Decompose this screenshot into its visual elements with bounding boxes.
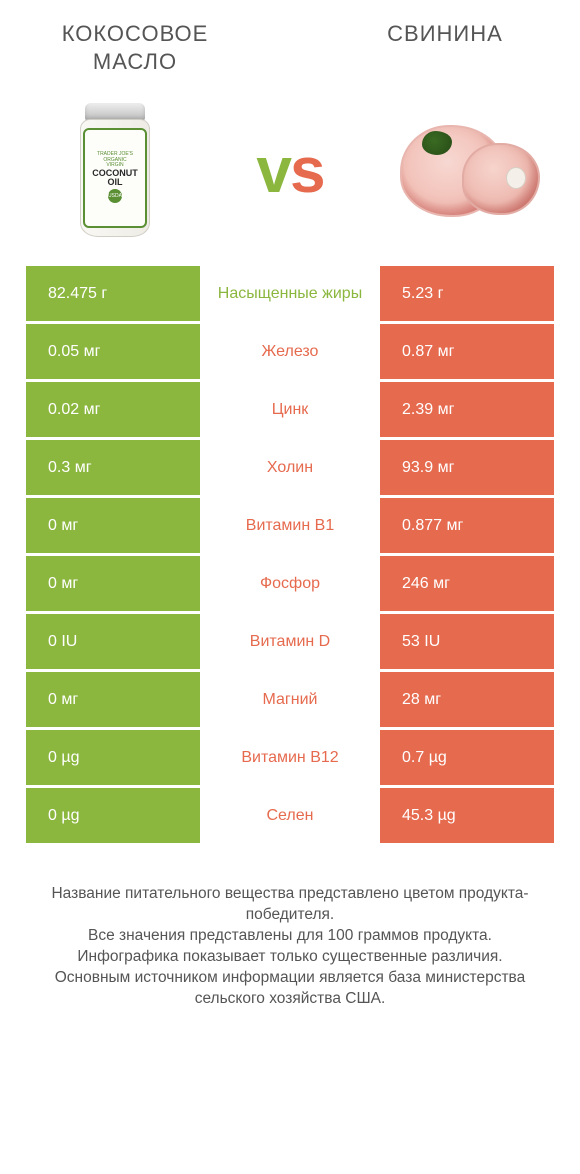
vs-v: v xyxy=(256,134,290,206)
vs-s: s xyxy=(290,134,324,206)
table-row: 0 µgСелен45.3 µg xyxy=(26,788,554,843)
right-value: 0.87 мг xyxy=(380,324,554,379)
right-value: 28 мг xyxy=(380,672,554,727)
nutrient-label: Насыщенные жиры xyxy=(200,266,380,321)
right-value: 93.9 мг xyxy=(380,440,554,495)
footer-line1: Название питательного вещества представл… xyxy=(30,884,550,926)
nutrient-label: Холин xyxy=(200,440,380,495)
right-value: 45.3 µg xyxy=(380,788,554,843)
left-value: 0 мг xyxy=(26,556,200,611)
jar-badge: USDA xyxy=(108,189,122,203)
nutrient-label: Фосфор xyxy=(200,556,380,611)
footer-line4: Основным источником информации является … xyxy=(30,968,550,1010)
nutrient-label: Железо xyxy=(200,324,380,379)
nutrient-label: Витамин D xyxy=(200,614,380,669)
left-value: 0.05 мг xyxy=(26,324,200,379)
table-row: 0 IUВитамин D53 IU xyxy=(26,614,554,669)
left-value: 0 мг xyxy=(26,672,200,727)
footer-notes: Название питательного вещества представл… xyxy=(0,846,580,1010)
left-value: 0 IU xyxy=(26,614,200,669)
right-value: 5.23 г xyxy=(380,266,554,321)
right-value: 53 IU xyxy=(380,614,554,669)
right-product-title: Свинина xyxy=(330,20,560,48)
pork-illustration xyxy=(390,113,540,228)
left-value: 0.3 мг xyxy=(26,440,200,495)
comparison-table: 82.475 гНасыщенные жиры5.23 г0.05 мгЖеле… xyxy=(0,260,580,843)
right-value: 0.7 µg xyxy=(380,730,554,785)
nutrient-label: Магний xyxy=(200,672,380,727)
table-row: 0 мгВитамин B10.877 мг xyxy=(26,498,554,553)
nutrient-label: Витамин B1 xyxy=(200,498,380,553)
table-row: 0.02 мгЦинк2.39 мг xyxy=(26,382,554,437)
right-value: 246 мг xyxy=(380,556,554,611)
left-value: 0 мг xyxy=(26,498,200,553)
left-value: 0 µg xyxy=(26,730,200,785)
table-row: 0 мгМагний28 мг xyxy=(26,672,554,727)
right-value: 0.877 мг xyxy=(380,498,554,553)
table-row: 0.3 мгХолин93.9 мг xyxy=(26,440,554,495)
coconut-oil-jar: TRADER JOE'S ORGANIC VIRGIN COCONUT OIL … xyxy=(80,103,150,238)
table-row: 0 µgВитамин B120.7 µg xyxy=(26,730,554,785)
table-row: 0 мгФосфор246 мг xyxy=(26,556,554,611)
footer-line3: Инфографика показывает только существенн… xyxy=(30,947,550,968)
left-value: 0.02 мг xyxy=(26,382,200,437)
left-value: 82.475 г xyxy=(26,266,200,321)
nutrient-label: Селен xyxy=(200,788,380,843)
left-product-image: TRADER JOE'S ORGANIC VIRGIN COCONUT OIL … xyxy=(40,95,190,245)
header: Кокосовое масло Свинина xyxy=(0,0,580,80)
nutrient-label: Цинк xyxy=(200,382,380,437)
images-row: TRADER JOE'S ORGANIC VIRGIN COCONUT OIL … xyxy=(0,80,580,260)
vs-label: vs xyxy=(256,133,323,207)
right-product-image xyxy=(390,95,540,245)
footer-line2: Все значения представлены для 100 граммо… xyxy=(30,926,550,947)
nutrient-label: Витамин B12 xyxy=(200,730,380,785)
table-row: 0.05 мгЖелезо0.87 мг xyxy=(26,324,554,379)
jar-name2: OIL xyxy=(108,178,123,187)
left-product-title: Кокосовое масло xyxy=(20,20,250,75)
table-row: 82.475 гНасыщенные жиры5.23 г xyxy=(26,266,554,321)
left-value: 0 µg xyxy=(26,788,200,843)
right-value: 2.39 мг xyxy=(380,382,554,437)
